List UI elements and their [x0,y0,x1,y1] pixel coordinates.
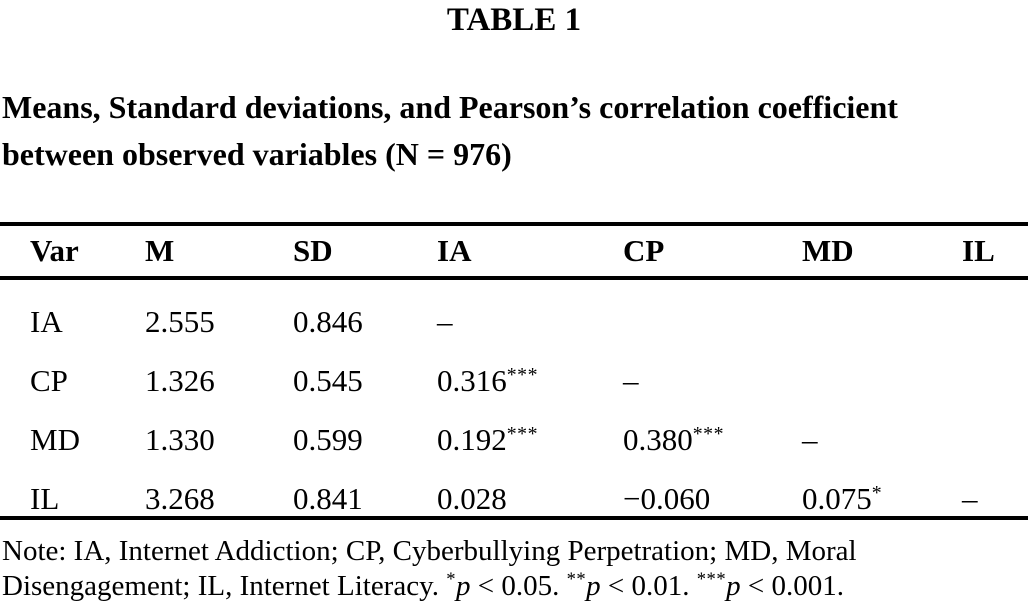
table-cell: 1.326 [145,363,215,398]
table-title: Means, Standard deviations, and Pearson’… [2,84,1028,178]
note-line-1: Note: IA, Internet Addiction; CP, Cyberb… [2,535,857,567]
table-cell: 0.075* [802,481,883,516]
table-row: MD 1.330 0.599 0.192*** 0.380*** – [0,398,1028,457]
table-header-row: Var M SD IA CP MD IL [0,226,1028,276]
correlation-table: Var M SD IA CP MD IL IA 2.555 0.846 – CP 1.326 0.545… [0,222,1028,520]
table-row: CP 1.326 0.545 0.316*** – [0,339,1028,398]
table-title-line-2: between observed variables (N = 976) [2,136,512,172]
table-row: IL 3.268 0.841 0.028 −0.060 0.075* – [0,457,1028,516]
column-header-md: MD [802,233,854,268]
table-cell: −0.060 [623,481,711,516]
column-header-cp: CP [623,233,665,268]
table-cell: 0.192*** [437,422,538,457]
table-bottom-rule [0,516,1028,520]
table-cell: 0.841 [293,481,363,516]
table-cell: – [962,481,978,516]
table-cell: 0.846 [293,304,363,339]
row-label: MD [30,422,80,457]
table-top-rule [0,222,1028,226]
table-cell: 1.330 [145,422,215,457]
table-cell: 0.599 [293,422,363,457]
table-cell: 0.380*** [623,422,724,457]
table-cell: 0.545 [293,363,363,398]
row-label: IL [30,481,60,516]
table-cell: 0.028 [437,481,507,516]
table-row: IA 2.555 0.846 – [0,280,1028,339]
table-number-caption: TABLE 1 [446,2,582,38]
table-cell: – [802,422,818,457]
row-label: CP [30,363,68,398]
column-header-il: IL [962,233,995,268]
table-cell: – [623,363,639,398]
column-header-var: Var [30,233,79,268]
column-header-m: M [145,233,175,268]
table-cell: 3.268 [145,481,215,516]
column-header-ia: IA [437,233,472,268]
table-cell: – [437,304,453,339]
table-body: IA 2.555 0.846 – CP 1.326 0.545 0.316*** – MD 1.33… [0,280,1028,516]
table-cell: 0.316*** [437,363,538,398]
table-cell: 2.555 [145,304,215,339]
table-note: Note: IA, Internet Addiction; CP, Cyberb… [2,534,1028,607]
note-line-2: Disengagement; IL, Internet Literacy. *p… [2,569,844,602]
table-header-rule [0,276,1028,280]
table-title-line-1: Means, Standard deviations, and Pearson’… [2,89,898,125]
row-label: IA [30,304,63,339]
column-header-sd: SD [293,233,333,268]
